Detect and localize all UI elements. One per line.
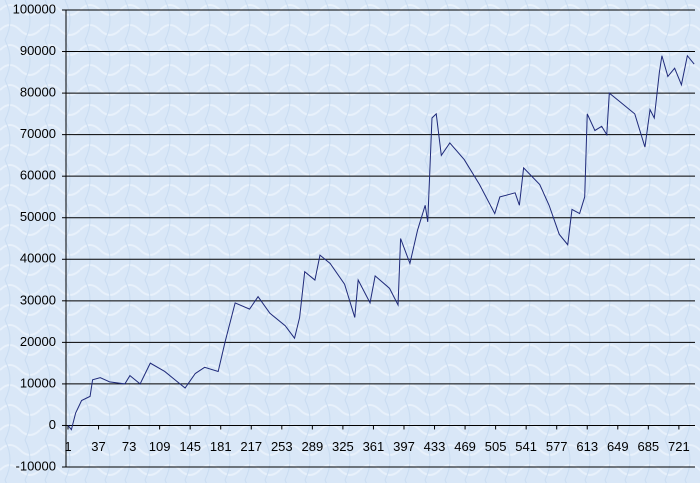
x-tick-label: 289: [302, 439, 324, 454]
x-tick-label: 685: [637, 439, 659, 454]
x-tick-label: 325: [332, 439, 354, 454]
x-tick-label: 1: [64, 439, 71, 454]
y-tick-label: 10000: [20, 375, 56, 390]
y-tick-label: 40000: [20, 251, 56, 266]
x-tick-label: 181: [210, 439, 232, 454]
x-tick-label: 613: [576, 439, 598, 454]
y-tick-label: 90000: [20, 43, 56, 58]
x-tick-label: 109: [149, 439, 171, 454]
y-tick-label: 30000: [20, 292, 56, 307]
x-tick-label: 433: [424, 439, 446, 454]
x-tick-label: 649: [607, 439, 629, 454]
y-tick-label: 20000: [20, 334, 56, 349]
x-tick-label: 397: [393, 439, 415, 454]
x-tick-label: 253: [271, 439, 293, 454]
data-line: [67, 54, 695, 431]
y-tick-label: 60000: [20, 168, 56, 183]
y-tick-label: 70000: [20, 126, 56, 141]
x-tick-label: 469: [454, 439, 476, 454]
x-tick-label: 145: [179, 439, 201, 454]
x-tick-label: 217: [240, 439, 262, 454]
y-tick-label: 80000: [20, 85, 56, 100]
x-tick-label: 37: [91, 439, 105, 454]
y-tick-label: 100000: [13, 1, 56, 16]
x-tick-label: 577: [546, 439, 568, 454]
x-tick-label: 73: [122, 439, 136, 454]
y-tick-label: 0: [49, 417, 56, 432]
x-tick-label: 361: [363, 439, 385, 454]
x-tick-label: 721: [668, 439, 690, 454]
y-tick-label: 50000: [20, 209, 56, 224]
y-tick-label: -10000: [16, 458, 56, 473]
x-tick-label: 541: [515, 439, 537, 454]
x-tick-label: 505: [485, 439, 507, 454]
